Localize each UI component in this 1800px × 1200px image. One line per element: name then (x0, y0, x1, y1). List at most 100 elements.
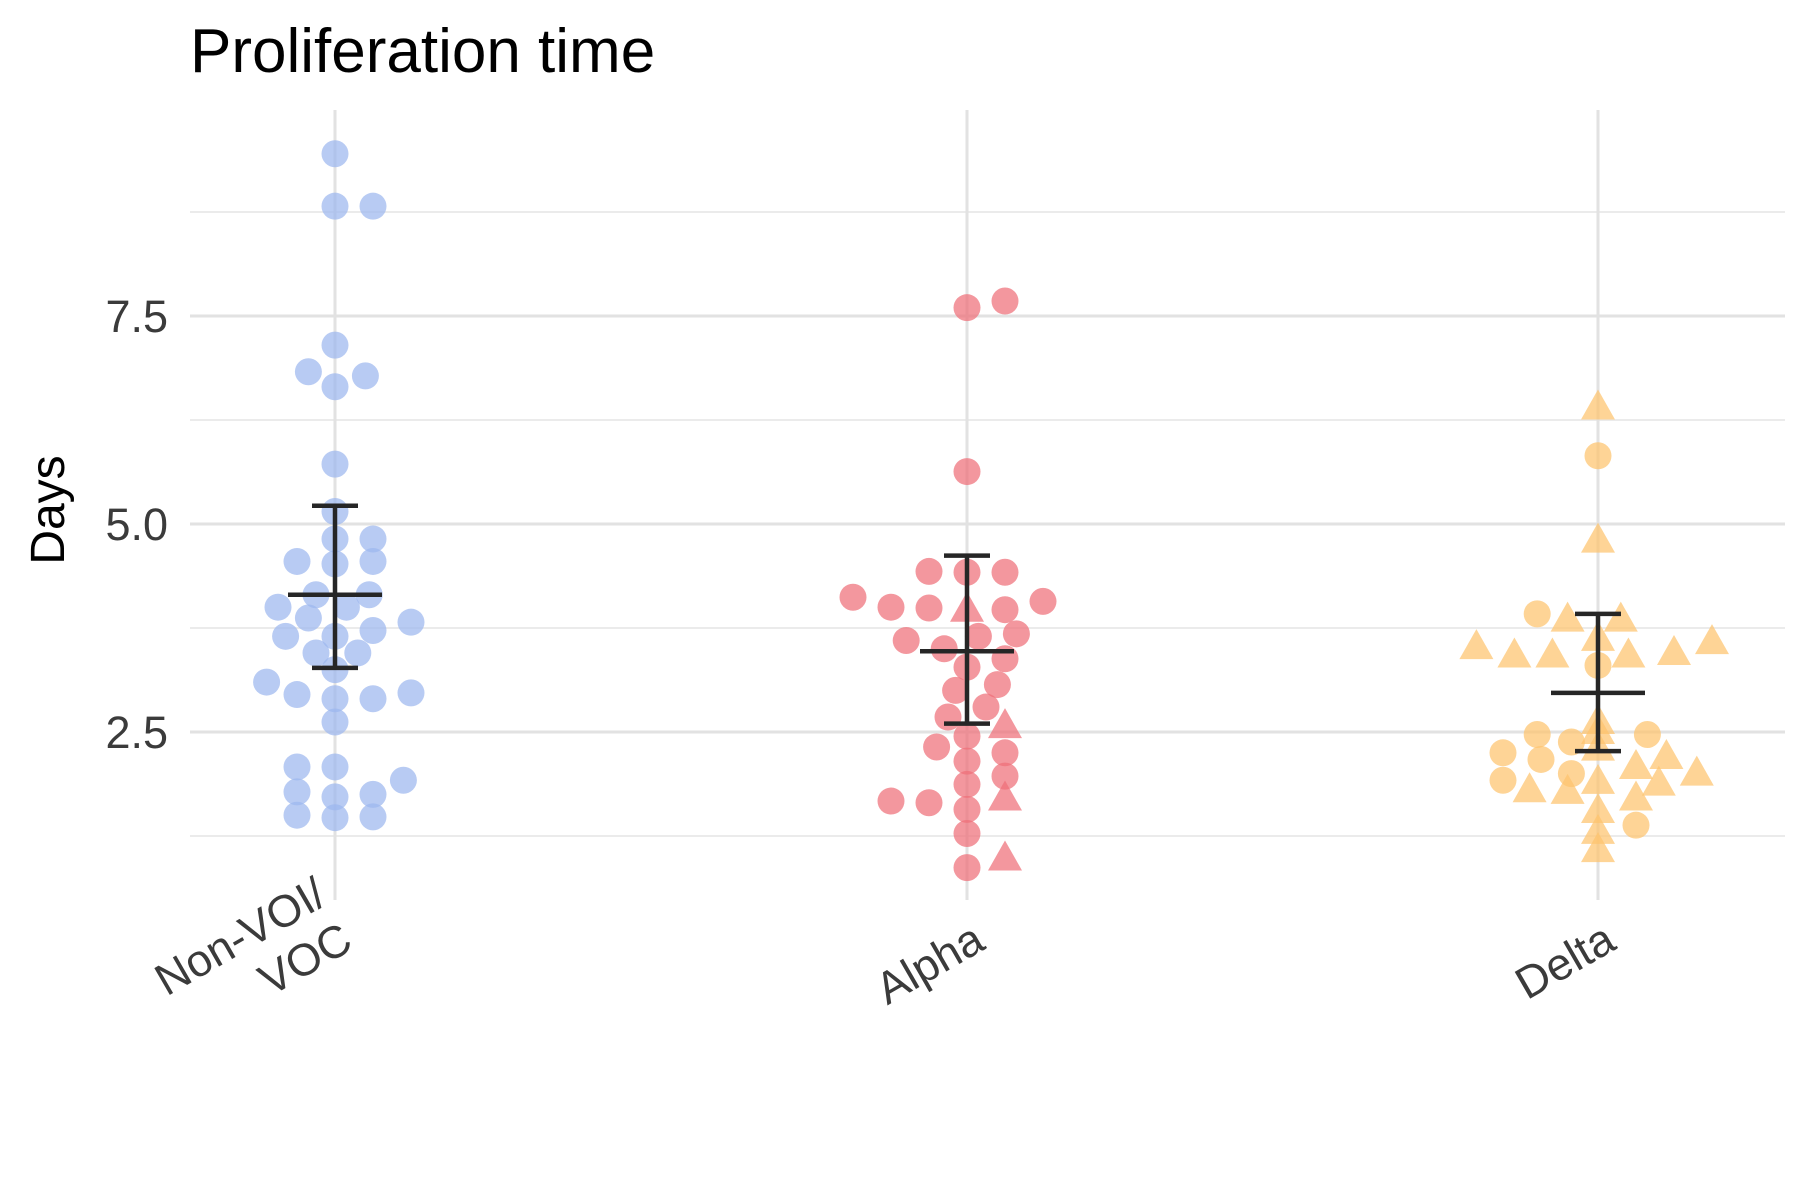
y-tick-label: 2.5 (105, 707, 168, 758)
data-point-circle (332, 593, 360, 621)
data-point-circle (934, 703, 962, 731)
data-point-circle (1523, 720, 1551, 748)
data-point-circle (359, 525, 387, 553)
y-tick-label: 7.5 (105, 291, 168, 342)
data-point-triangle (1550, 601, 1585, 632)
data-point-circle (923, 733, 951, 761)
data-point-triangle (1512, 772, 1547, 803)
data-point-circle (953, 770, 981, 798)
data-point-circle (302, 639, 330, 667)
data-point-triangle (1695, 624, 1729, 655)
data-point-circle (359, 685, 387, 713)
data-point-circle (953, 722, 981, 750)
data-point-circle (991, 762, 1019, 790)
data-point-circle (877, 593, 905, 621)
y-axis-ticks: 2.5 5.0 7.5 (105, 291, 168, 758)
data-point-circle (953, 294, 981, 322)
data-point-triangle (988, 708, 1022, 739)
data-point-circle (1002, 620, 1030, 648)
data-point-circle (283, 801, 311, 829)
data-point-circle (1633, 720, 1661, 748)
data-point-circle (321, 373, 349, 401)
summary-bar (1551, 611, 1645, 754)
data-point-circle (321, 708, 349, 736)
data-point-triangle (1649, 738, 1684, 769)
data-point-triangle (1581, 763, 1615, 794)
data-point-triangle (1581, 793, 1615, 824)
data-point-circle (272, 622, 300, 650)
data-point-circle (930, 635, 958, 663)
data-point-circle (321, 331, 349, 359)
data-point-circle (1489, 739, 1517, 767)
data-point-triangle (1619, 780, 1653, 811)
summary-bar (920, 553, 1014, 726)
data-point-circle (283, 778, 311, 806)
data-point-circle (983, 671, 1011, 699)
data-point-triangle (1581, 522, 1615, 553)
data-point-circle (991, 558, 1019, 586)
data-point-triangle (988, 840, 1022, 871)
data-point-circle (953, 854, 981, 882)
data-point-circle (397, 679, 425, 707)
data-point-circle (953, 820, 981, 848)
x-axis-ticks: Non-VOI/VOC Alpha Delta (146, 867, 1624, 1050)
data-point-circle (253, 668, 281, 696)
data-point-circle (1584, 442, 1612, 470)
data-point-triangle (1641, 765, 1676, 796)
data-point-triangle (1581, 832, 1615, 863)
data-point-circle (359, 803, 387, 831)
data-point-circle (389, 766, 417, 794)
data-point-circle (991, 287, 1019, 315)
data-point-circle (294, 604, 322, 632)
data-point-circle (321, 685, 349, 713)
data-point-triangle (988, 780, 1022, 811)
data-point-circle (283, 681, 311, 709)
data-point-circle (915, 594, 943, 622)
y-tick-label: 5.0 (105, 499, 168, 550)
x-tick-label-line: Delta (1507, 912, 1624, 1009)
data-point-triangle (1657, 634, 1691, 665)
data-point-circle (321, 192, 349, 220)
data-point-circle (915, 789, 943, 817)
x-tick-label: Non-VOI/VOC (146, 867, 360, 1050)
data-point-circle (359, 616, 387, 644)
data-point-circle (892, 626, 920, 654)
data-point-circle (264, 593, 292, 621)
data-point-circle (915, 557, 943, 585)
data-point-circle (321, 804, 349, 832)
data-point-circle (351, 362, 379, 390)
data-point-circle (953, 747, 981, 775)
data-point-circle (283, 753, 311, 781)
y-axis-label: Days (22, 455, 75, 564)
data-point-circle (283, 547, 311, 575)
data-point-circle (1557, 728, 1585, 756)
data-point-circle (1523, 600, 1551, 628)
chart-title: Proliferation time (190, 17, 655, 86)
data-point-triangle (1603, 601, 1638, 632)
data-point-triangle (1497, 637, 1532, 668)
data-point-circle (359, 547, 387, 575)
data-point-circle (953, 458, 981, 486)
data-point-triangle (1459, 629, 1494, 660)
data-point-triangle (1581, 813, 1615, 844)
data-point-triangle (1611, 637, 1646, 668)
data-point-circle (1489, 766, 1517, 794)
data-point-circle (964, 622, 992, 650)
x-tick-label: Alpha (867, 912, 993, 1014)
data-point-circle (991, 596, 1019, 624)
data-point-triangle (1550, 773, 1585, 804)
data-point-circle (942, 676, 970, 704)
data-point-circle (1029, 587, 1057, 615)
data-point-circle (321, 783, 349, 811)
summary-bar (288, 503, 382, 671)
data-point-circle (877, 787, 905, 815)
data-points (253, 140, 1729, 882)
data-point-triangle (1679, 755, 1714, 786)
data-point-circle (953, 795, 981, 823)
data-point-circle (991, 739, 1019, 767)
summary-bars (288, 503, 1645, 754)
gridlines (190, 110, 1785, 900)
data-point-circle (397, 608, 425, 636)
data-point-circle (359, 780, 387, 808)
